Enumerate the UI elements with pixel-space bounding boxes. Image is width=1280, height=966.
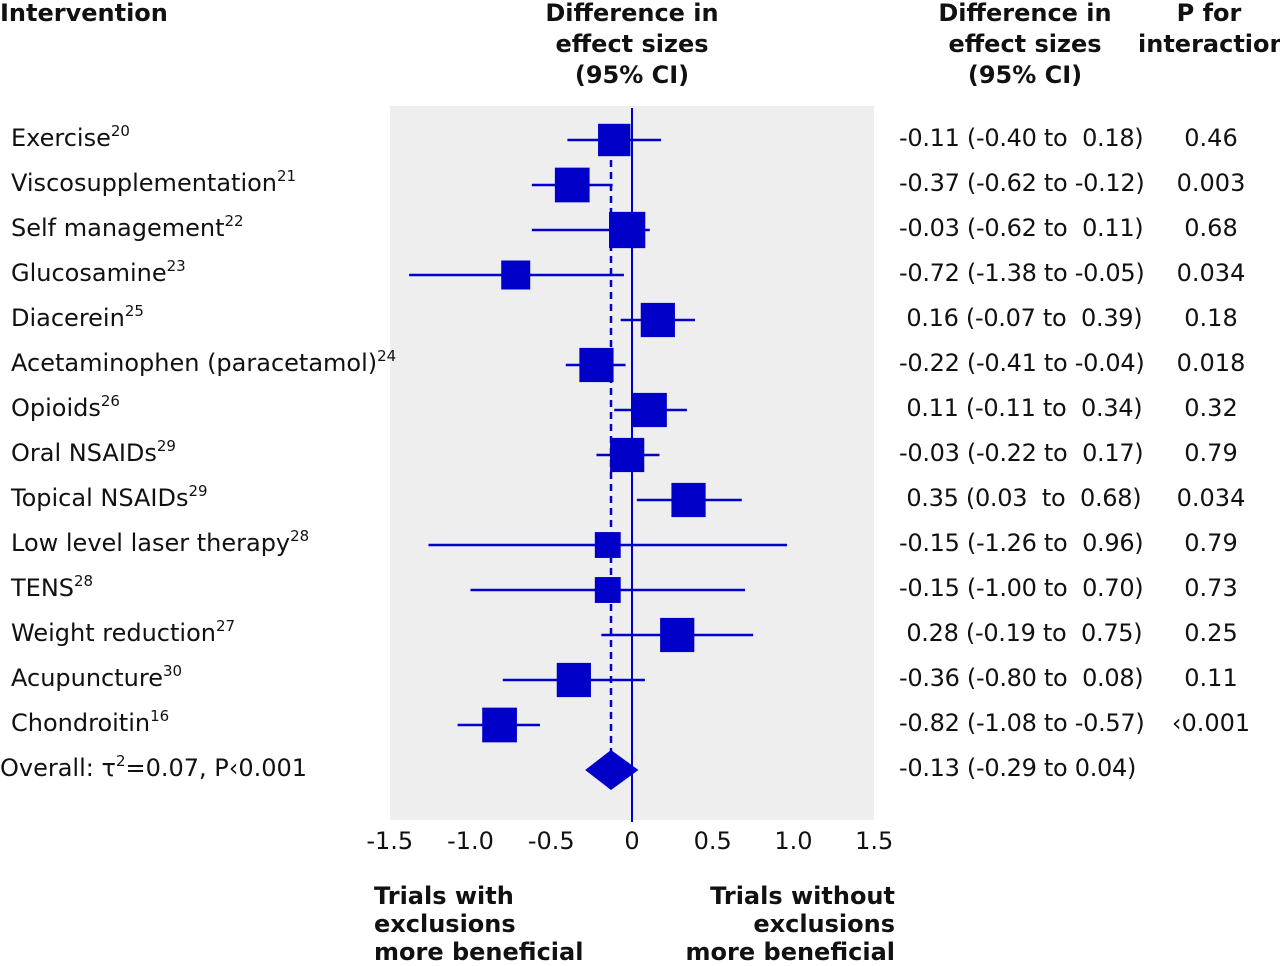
x-tick-label: 0.5 bbox=[693, 827, 732, 855]
intervention-label: Chondroitin16 bbox=[11, 707, 170, 738]
p-value: 0.73 bbox=[1184, 574, 1238, 602]
p-value: 0.46 bbox=[1184, 124, 1238, 152]
p-value: ‹0.001 bbox=[1171, 709, 1251, 737]
p-value: 0.79 bbox=[1184, 529, 1238, 557]
x-tick-label: -1.5 bbox=[366, 827, 414, 855]
plot-header-line: Difference in bbox=[545, 0, 719, 27]
point-estimate-marker bbox=[598, 123, 631, 157]
ci-header-line: Difference in bbox=[938, 0, 1112, 27]
p-value: 0.034 bbox=[1176, 484, 1246, 512]
point-estimate-marker bbox=[594, 577, 621, 603]
ci-value: -0.72 (-1.38 to -0.05) bbox=[899, 259, 1145, 287]
ci-value: -0.03 (-0.62 to 0.11) bbox=[899, 214, 1144, 242]
p-value: 0.018 bbox=[1176, 349, 1246, 377]
ci-value: -0.22 (-0.41 to -0.04) bbox=[899, 349, 1145, 377]
point-estimate-marker bbox=[501, 260, 531, 290]
ci-header-line: (95% CI) bbox=[967, 61, 1083, 89]
point-estimate-marker bbox=[610, 437, 645, 473]
p-header-line: interaction bbox=[1138, 30, 1280, 58]
intervention-label: Glucosamine23 bbox=[11, 257, 186, 288]
x-tick-label: 1.0 bbox=[774, 827, 813, 855]
p-header-line: P for bbox=[1176, 0, 1242, 27]
intervention-label: Topical NSAIDs29 bbox=[11, 482, 208, 513]
foot-line: more beneficial bbox=[374, 938, 584, 966]
ci-value: 0.11 (-0.11 to 0.34) bbox=[899, 394, 1143, 422]
plot-header-line: (95% CI) bbox=[574, 61, 690, 89]
point-estimate-marker bbox=[609, 211, 646, 249]
ci-value: -0.36 (-0.80 to 0.08) bbox=[899, 664, 1144, 692]
plot-header: Difference in effect sizes (95% CI) bbox=[532, 0, 732, 91]
ci-value: -0.11 (-0.40 to 0.18) bbox=[899, 124, 1144, 152]
p-value: 0.32 bbox=[1184, 394, 1238, 422]
foot-line: exclusions bbox=[374, 910, 516, 938]
point-estimate-marker bbox=[482, 707, 517, 743]
ci-value: -0.37 (-0.62 to -0.12) bbox=[899, 169, 1145, 197]
favours-no-exclusions-note: Trials without exclusions more beneficia… bbox=[680, 882, 895, 966]
ci-value: -0.15 (-1.00 to 0.70) bbox=[899, 574, 1144, 602]
x-tick-label: -1.0 bbox=[447, 827, 494, 855]
x-tick-label: -0.5 bbox=[527, 827, 575, 855]
ci-value: -0.15 (-1.26 to 0.96) bbox=[899, 529, 1144, 557]
ci-value: 0.16 (-0.07 to 0.39) bbox=[899, 304, 1143, 332]
point-estimate-marker bbox=[660, 617, 695, 653]
overall-ci-value: -0.13 (-0.29 to 0.04) bbox=[899, 754, 1137, 782]
overall-label: Overall: τ2=0.07, P‹0.001 bbox=[0, 752, 308, 783]
point-estimate-marker bbox=[579, 347, 614, 383]
point-estimate-marker bbox=[632, 392, 667, 428]
intervention-label: Exercise20 bbox=[11, 122, 130, 153]
ci-header-line: effect sizes bbox=[948, 30, 1102, 58]
ci-value: 0.35 (0.03 to 0.68) bbox=[899, 484, 1142, 512]
overall-diamond bbox=[585, 750, 639, 790]
intervention-label: Oral NSAIDs29 bbox=[11, 437, 176, 468]
foot-line: more beneficial bbox=[685, 938, 895, 966]
p-value: 0.18 bbox=[1184, 304, 1238, 332]
plot-header-line: effect sizes bbox=[555, 30, 709, 58]
intervention-label: TENS28 bbox=[11, 572, 94, 603]
x-tick-label: 0 bbox=[624, 827, 640, 855]
ci-value: 0.28 (-0.19 to 0.75) bbox=[899, 619, 1143, 647]
intervention-header: Intervention bbox=[0, 0, 168, 27]
p-value: 0.003 bbox=[1176, 169, 1246, 197]
intervention-label: Low level laser therapy28 bbox=[11, 527, 310, 558]
p-value: 0.11 bbox=[1184, 664, 1238, 692]
intervention-label: Opioids26 bbox=[11, 392, 120, 423]
x-tick-label: 1.5 bbox=[855, 827, 894, 855]
p-value: 0.034 bbox=[1176, 259, 1246, 287]
ci-value: -0.82 (-1.08 to -0.57) bbox=[899, 709, 1145, 737]
foot-line: Trials without bbox=[710, 882, 895, 910]
intervention-label: Diacerein25 bbox=[11, 302, 144, 333]
p-interaction-header: P for interaction bbox=[1138, 0, 1280, 60]
point-estimate-marker bbox=[594, 532, 621, 558]
point-estimate-marker bbox=[640, 302, 675, 338]
point-estimate-marker bbox=[554, 167, 590, 203]
p-value: 0.68 bbox=[1184, 214, 1238, 242]
p-value: 0.79 bbox=[1184, 439, 1238, 467]
point-estimate-marker bbox=[671, 482, 706, 518]
favours-exclusions-note: Trials with exclusions more beneficial bbox=[374, 882, 583, 966]
intervention-label: Acupuncture30 bbox=[11, 662, 183, 693]
foot-line: Trials with bbox=[374, 882, 514, 910]
foot-line: exclusions bbox=[753, 910, 895, 938]
ci-column-header: Difference in effect sizes (95% CI) bbox=[925, 0, 1125, 91]
intervention-label: Self management22 bbox=[11, 212, 244, 243]
p-value: 0.25 bbox=[1184, 619, 1238, 647]
ci-value: -0.03 (-0.22 to 0.17) bbox=[899, 439, 1144, 467]
intervention-label: Acetaminophen (paracetamol)24 bbox=[11, 347, 397, 378]
intervention-label: Weight reduction27 bbox=[11, 617, 236, 648]
intervention-label: Viscosupplementation21 bbox=[11, 167, 297, 198]
point-estimate-marker bbox=[556, 662, 591, 698]
